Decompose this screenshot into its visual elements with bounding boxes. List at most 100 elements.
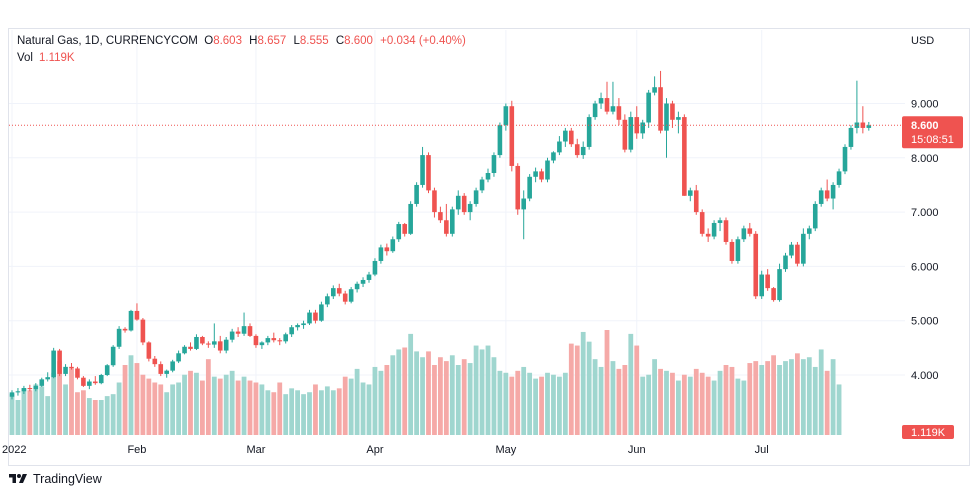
candle	[146, 341, 152, 362]
candle-body	[235, 331, 241, 334]
x-tick-label: May	[495, 444, 516, 456]
volume-bar	[366, 384, 372, 435]
candle-body	[485, 173, 491, 180]
volume-bars	[9, 330, 842, 435]
axis-labels: 4.000 5.000 6.000 7.000 8.000 9.000 2022 Feb Mar…	[2, 99, 939, 457]
symbol-line: Natural Gas, 1D, CURRENCYCOM	[17, 35, 198, 47]
candle-body	[515, 165, 521, 210]
candle	[479, 176, 485, 194]
volume-bar	[580, 331, 586, 435]
volume-bar	[830, 359, 836, 435]
candle	[622, 114, 628, 153]
candle	[723, 217, 729, 245]
candle	[283, 332, 288, 344]
legend-volume: Vol 1.119K	[17, 52, 75, 64]
volume-bar	[69, 368, 74, 435]
candle	[176, 350, 181, 364]
candle-body	[450, 209, 455, 234]
candle	[753, 231, 759, 299]
volume-bar	[122, 365, 128, 435]
candle	[223, 336, 229, 354]
candle	[444, 203, 449, 237]
candle	[241, 312, 247, 336]
candle-body	[206, 343, 211, 345]
volume-bar	[283, 394, 289, 435]
volume-bar	[426, 351, 431, 435]
candle	[747, 222, 753, 237]
candle-body	[818, 190, 824, 204]
candlesticks	[9, 70, 872, 400]
candle-body	[574, 144, 580, 156]
candle	[866, 121, 872, 131]
candle	[336, 283, 342, 297]
candle	[461, 193, 467, 215]
volume-bar	[390, 355, 396, 435]
candle-body	[271, 338, 277, 341]
candle-body	[307, 312, 312, 324]
candle-body	[652, 87, 657, 93]
candle	[604, 81, 610, 115]
candle	[110, 345, 116, 367]
volume-bar	[705, 376, 711, 435]
candle-body	[57, 350, 62, 374]
candle	[693, 184, 699, 215]
candle-body	[81, 377, 86, 386]
candle	[765, 269, 770, 291]
price-overlay: 8.600 15:08:51 1.119K	[9, 116, 963, 439]
candle	[93, 376, 98, 385]
change-value: +0.034 (+0.40%)	[380, 35, 466, 47]
candle-body	[438, 212, 443, 221]
candle-body	[580, 146, 586, 156]
volume-bar	[628, 333, 634, 435]
volume-bar	[116, 382, 122, 435]
candle-body	[866, 125, 872, 128]
x-tick-label: 2022	[2, 444, 26, 456]
x-tick-label: Feb	[127, 444, 146, 456]
candle-body	[69, 366, 74, 369]
candle-body	[569, 130, 574, 145]
candle	[45, 372, 50, 382]
candle	[551, 151, 556, 164]
candle	[628, 111, 634, 153]
candle-body	[354, 283, 360, 290]
volume-bar	[301, 394, 306, 435]
candle-body	[693, 190, 699, 213]
candle-body	[497, 125, 503, 156]
volume-bar	[646, 374, 652, 435]
volume-bar	[622, 365, 628, 435]
candle	[9, 390, 15, 400]
volume-bar	[795, 353, 800, 435]
footer-brand[interactable]: TradingView	[8, 472, 102, 486]
candle	[259, 341, 265, 349]
candle	[717, 217, 723, 232]
candle-body	[771, 288, 776, 301]
candle-body	[848, 127, 854, 147]
candle	[104, 364, 110, 377]
candle	[634, 106, 640, 139]
candle	[21, 385, 27, 395]
volume-bar	[449, 355, 455, 435]
candle-body	[741, 228, 747, 240]
candle-body	[461, 195, 467, 213]
candle-body	[426, 155, 431, 191]
volume-bar	[217, 378, 223, 435]
candle-body	[408, 203, 413, 234]
candle	[188, 342, 193, 351]
candle-body	[110, 346, 116, 366]
candle	[194, 334, 199, 351]
volume-bar	[616, 368, 622, 435]
candle	[854, 80, 860, 134]
candle-body	[622, 119, 628, 150]
volume-bar	[634, 345, 640, 435]
open-value: 8.603	[213, 35, 242, 47]
candle-body	[765, 274, 770, 289]
y-tick-label: 5.000	[911, 316, 939, 328]
volume-bar	[568, 343, 574, 435]
candle	[348, 287, 354, 304]
candle	[134, 303, 140, 321]
volume-bar	[33, 384, 39, 435]
candle-body	[289, 327, 294, 335]
candle-body	[331, 288, 336, 297]
candle	[807, 225, 812, 240]
